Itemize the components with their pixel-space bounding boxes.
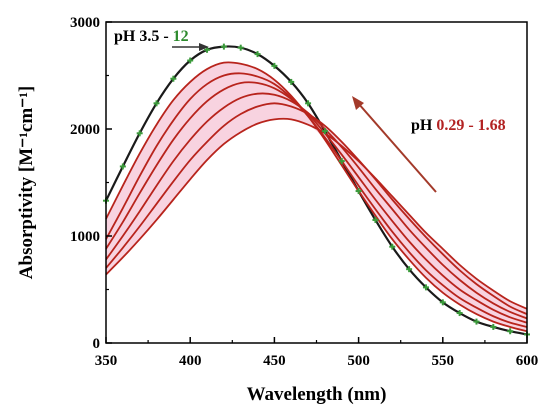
annotation-low-ph-prefix: pH <box>411 117 436 134</box>
series-marker-3 <box>136 130 143 137</box>
series-line-6 <box>105 102 528 315</box>
series-marker-4 <box>153 100 160 107</box>
series-marker-16 <box>355 188 362 195</box>
series-markers <box>103 43 530 338</box>
series-marker-9 <box>237 44 244 51</box>
series-marker-14 <box>321 128 328 135</box>
annotation-high-ph: pH 3.5 - 12 <box>114 28 209 51</box>
series-marker-20 <box>422 284 429 291</box>
series-marker-12 <box>288 78 295 85</box>
series-marker-8 <box>220 43 227 50</box>
band-fill-area <box>106 62 527 332</box>
axes: 350 400 450 500 550 600 0 1000 2000 3000 <box>70 15 538 369</box>
arrow-left-head-icon <box>199 43 209 51</box>
series-marker-18 <box>389 243 396 250</box>
arrow-up-left-icon <box>357 102 437 193</box>
series-marker-5 <box>170 75 177 82</box>
series-marker-2 <box>119 163 126 170</box>
svg-text:pH 0.29 - 1.68: pH 0.29 - 1.68 <box>411 117 506 134</box>
y-tick-label: 1000 <box>70 229 100 245</box>
series-line-5 <box>105 92 528 320</box>
annotation-high-ph-range: 12 <box>173 28 189 45</box>
series-line-7 <box>105 117 528 310</box>
series-marker-19 <box>406 266 413 273</box>
x-axis-title: Wavelength (nm) <box>247 384 387 405</box>
x-tick-label: 400 <box>179 353 202 369</box>
y-axis-title: Absorptivity [M⁻¹cm⁻¹] <box>16 86 37 279</box>
x-tick-label: 550 <box>432 353 455 369</box>
annotation-low-ph: pH 0.29 - 1.68 <box>352 96 506 193</box>
series-marker-10 <box>254 51 261 58</box>
series-band-fill <box>106 62 527 332</box>
series-marker-13 <box>305 100 312 107</box>
x-tick-label: 500 <box>347 353 370 369</box>
series-marker-21 <box>439 299 446 306</box>
y-tick-label: 2000 <box>70 122 100 138</box>
series-marker-15 <box>338 158 345 165</box>
series-line-4 <box>105 81 528 324</box>
series-marker-17 <box>372 216 379 223</box>
annotation-high-ph-prefix: pH 3.5 - <box>114 28 173 45</box>
svg-text:pH 3.5 - 12: pH 3.5 - 12 <box>114 28 189 45</box>
y-tick-label: 3000 <box>70 15 100 31</box>
x-tick-label: 350 <box>95 353 118 369</box>
series-marker-25 <box>507 328 514 335</box>
series-marker-7 <box>204 46 211 53</box>
series-line-3 <box>105 72 528 328</box>
annotation-low-ph-range: 0.29 - 1.68 <box>436 117 505 134</box>
x-tick-label: 450 <box>263 353 286 369</box>
series-marker-11 <box>271 62 278 69</box>
y-tick-label: 0 <box>93 336 101 352</box>
series-marker-22 <box>456 310 463 317</box>
arrow-up-left-head-icon <box>352 96 364 110</box>
series-marker-6 <box>187 57 194 64</box>
x-tick-label: 600 <box>516 353 539 369</box>
series-marker-23 <box>473 318 480 325</box>
series-marker-24 <box>490 323 497 330</box>
